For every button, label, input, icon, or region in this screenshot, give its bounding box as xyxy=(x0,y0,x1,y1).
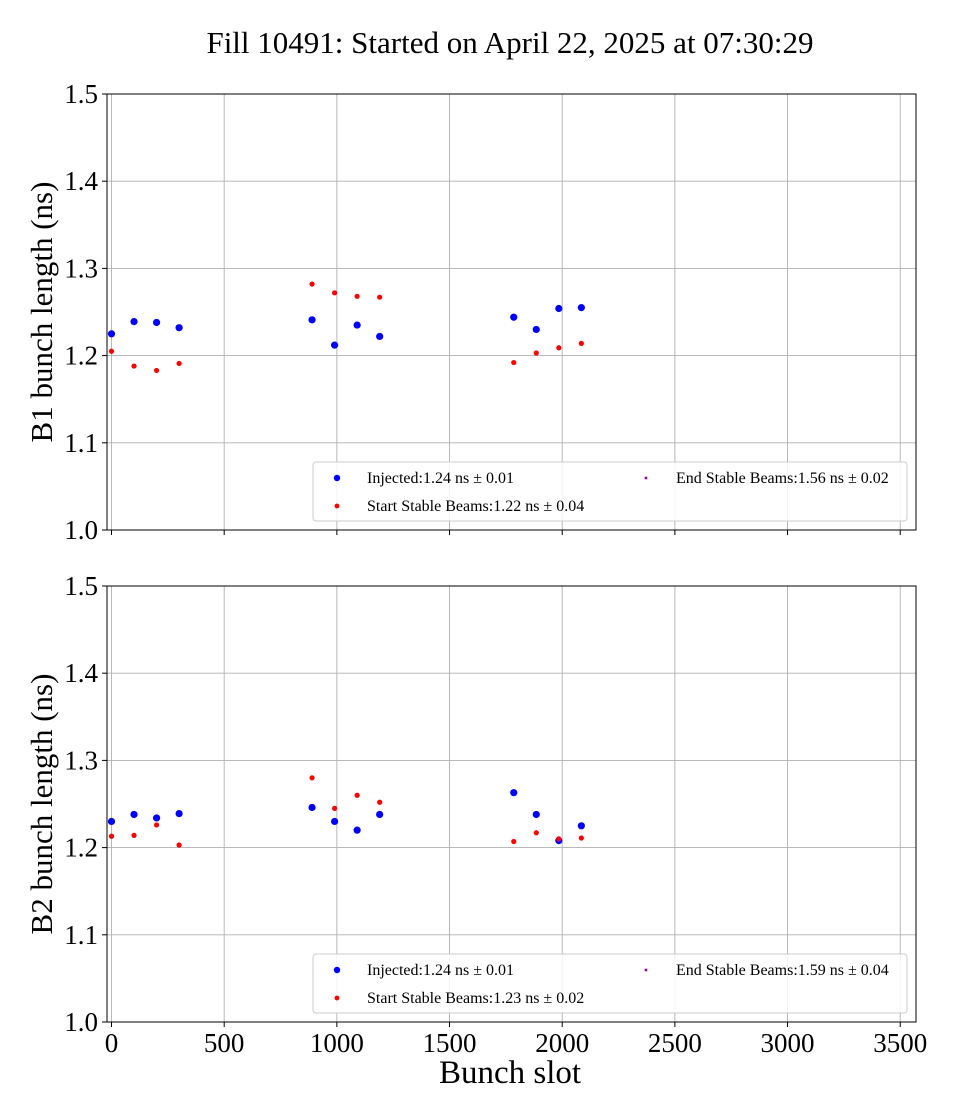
data-point xyxy=(130,317,138,326)
data-point xyxy=(532,325,540,334)
legend-label: End Stable Beams:1.59 ns ± 0.04 xyxy=(676,962,889,979)
x-tick-label: 500 xyxy=(204,1028,245,1058)
y-tick-label: 1.5 xyxy=(64,79,98,109)
x-tick-label: 0 xyxy=(105,1028,119,1058)
y-tick-label: 1.0 xyxy=(64,1007,98,1037)
y-tick-label: 1.1 xyxy=(64,920,98,950)
data-point xyxy=(556,345,562,351)
legend: Injected:1.24 ns ± 0.01 Start Stable Beam… xyxy=(312,953,908,1014)
y-tick-label: 1.4 xyxy=(64,658,98,688)
data-point xyxy=(556,836,562,842)
data-point xyxy=(376,810,384,819)
y-tick-label: 1.3 xyxy=(64,745,98,775)
data-point xyxy=(331,817,339,826)
data-point xyxy=(376,332,384,341)
data-point xyxy=(152,318,161,327)
data-point xyxy=(511,359,517,366)
legend: Injected:1.24 ns ± 0.01 Start Stable Beam… xyxy=(312,461,908,522)
data-point xyxy=(308,803,316,812)
x-tick-label: 3000 xyxy=(761,1028,815,1058)
series-2 xyxy=(108,281,584,374)
data-point xyxy=(577,822,585,830)
data-point xyxy=(332,805,338,811)
legend-marker xyxy=(644,968,648,972)
data-point xyxy=(578,340,584,346)
y-tick-label: 1.0 xyxy=(64,515,98,545)
legend-label: Injected:1.24 ns ± 0.01 xyxy=(367,962,514,979)
x-axis-label: Bunch slot xyxy=(439,1055,581,1091)
data-point xyxy=(353,321,361,329)
data-point xyxy=(175,809,183,818)
panel-2: 1.0 1.1 1.2 1.3 1.4 1.5 0 500 1000 1500 2000 2500 30… xyxy=(24,571,927,1058)
data-point xyxy=(533,830,539,836)
data-point xyxy=(130,810,138,819)
data-point xyxy=(511,838,517,845)
data-point xyxy=(309,281,315,287)
data-point xyxy=(510,789,518,797)
data-point xyxy=(131,832,137,838)
legend-frame xyxy=(312,461,908,522)
series-1 xyxy=(107,789,585,845)
data-point xyxy=(377,799,383,805)
x-tick-label: 2500 xyxy=(648,1028,702,1058)
y-tick-label: 1.1 xyxy=(64,428,98,458)
data-point xyxy=(308,316,316,324)
data-point xyxy=(176,842,182,848)
data-point xyxy=(577,304,585,312)
x-tick-label: 1500 xyxy=(423,1028,477,1058)
data-point xyxy=(153,822,160,828)
data-point xyxy=(175,324,183,332)
data-point xyxy=(152,814,161,822)
legend-marker xyxy=(334,995,340,1001)
data-point xyxy=(309,775,315,781)
y-tick-label: 1.3 xyxy=(64,253,98,283)
data-point xyxy=(354,293,360,299)
plot-frame xyxy=(106,585,917,1023)
data-point xyxy=(354,792,360,798)
data-point xyxy=(107,817,116,826)
x-tick-label: 3500 xyxy=(873,1028,927,1058)
legend-frame xyxy=(312,953,908,1014)
data-point xyxy=(533,350,539,356)
legend-marker xyxy=(334,503,340,509)
panels: 1.0 1.1 1.2 1.3 1.4 1.5 B1 bunch length (ns) In… xyxy=(24,79,927,1058)
data-point xyxy=(377,294,383,300)
data-point xyxy=(108,833,115,839)
legend-label: Start Stable Beams:1.22 ns ± 0.04 xyxy=(367,498,584,515)
data-point xyxy=(332,290,338,296)
data-point xyxy=(510,313,518,321)
figure-title: Fill 10491: Started on April 22, 2025 at… xyxy=(206,25,813,60)
data-point xyxy=(131,363,137,369)
legend-label: Injected:1.24 ns ± 0.01 xyxy=(367,470,514,487)
legend-marker xyxy=(333,966,341,974)
legend-label: Start Stable Beams:1.23 ns ± 0.02 xyxy=(367,990,584,1007)
y-tick-label: 1.2 xyxy=(64,833,98,863)
panel-1: 1.0 1.1 1.2 1.3 1.4 1.5 B1 bunch length (ns) In… xyxy=(24,79,917,545)
x-tick-label: 1000 xyxy=(310,1028,364,1058)
plot-frame xyxy=(106,93,917,531)
data-point xyxy=(108,348,115,354)
legend-marker xyxy=(644,476,648,480)
data-point xyxy=(107,330,116,338)
data-point xyxy=(532,810,540,819)
x-tick-label: 2000 xyxy=(535,1028,589,1058)
data-point xyxy=(555,304,563,313)
y-axis-label: B2 bunch length (ns) xyxy=(24,674,59,935)
legend-marker xyxy=(333,474,341,482)
y-tick-label: 1.4 xyxy=(64,166,98,196)
y-axis-label: B1 bunch length (ns) xyxy=(24,182,59,443)
series-2 xyxy=(108,775,584,848)
y-tick-label: 1.2 xyxy=(64,341,98,371)
data-point xyxy=(153,367,160,374)
legend-label: End Stable Beams:1.56 ns ± 0.02 xyxy=(676,470,889,487)
data-point xyxy=(176,360,182,367)
series-1 xyxy=(107,304,585,349)
data-point xyxy=(331,341,339,349)
y-tick-label: 1.5 xyxy=(64,571,98,601)
data-point xyxy=(353,826,361,834)
data-point xyxy=(578,835,584,841)
